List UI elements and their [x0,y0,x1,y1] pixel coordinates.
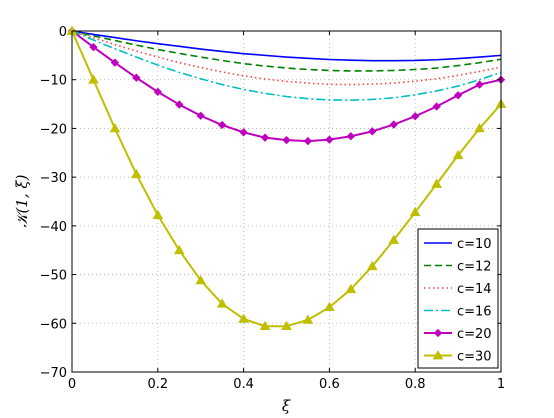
data-point-c-30 [109,123,121,133]
data-point-c-20 [368,127,377,136]
series-layer [66,25,507,331]
x-tick-label: 0.6 [319,377,340,392]
data-point-c-20 [303,136,313,146]
data-point-c-20 [110,58,120,67]
data-point-c-30 [195,275,206,285]
y-tick-label: −40 [40,220,67,235]
legend-entry-c-20: c=20 [424,327,492,342]
series-c-14 [71,30,502,86]
y-tick-label: −30 [40,171,67,186]
y-tick-label: −70 [40,366,67,381]
data-point-c-30 [324,301,335,312]
series-c-10 [71,30,502,62]
legend-marker-c-20 [433,328,443,338]
data-point-c-20 [432,102,441,111]
series-line-c-10 [71,30,502,62]
data-point-c-30 [152,209,164,219]
data-point-c-20 [89,42,98,52]
data-point-c-20 [411,112,420,121]
legend-label-c-12: c=12 [457,260,492,275]
legend-label-c-10: c=10 [457,237,492,252]
data-point-c-20 [196,111,205,120]
x-tick-label: 0 [68,377,76,392]
data-point-c-30 [259,320,271,331]
x-tick-label: 0.2 [147,377,168,392]
legend-entry-c-12: c=12 [424,260,492,275]
y-tick-label: −60 [40,317,67,332]
legend-label-c-20: c=20 [457,327,492,342]
plot-frame [71,30,502,373]
data-point-c-20 [153,87,162,97]
legend-entry-c-16: c=16 [424,305,492,320]
data-point-c-20 [346,132,356,141]
x-tick-label: 0.4 [233,377,254,392]
data-point-c-30 [173,244,185,255]
data-point-c-30 [474,123,485,133]
y-tick-label: 0 [59,25,67,40]
y-tick-label: −50 [40,269,67,284]
y-axis-label: 𝒦(1, ξ) [13,174,31,227]
data-point-c-30 [388,234,400,244]
data-point-c-30 [238,313,249,323]
legend-label-c-14: c=14 [457,282,492,297]
y-tick-label: −20 [40,122,67,137]
series-c-30 [66,25,507,331]
data-point-c-30 [281,320,292,331]
data-point-c-20 [475,80,484,89]
legend-entry-c-10: c=10 [424,237,492,252]
data-point-c-30 [431,178,442,188]
data-point-c-20 [282,135,291,145]
x-tick-label: 1 [497,377,505,392]
series-c-16 [71,30,502,101]
data-point-c-30 [88,74,99,84]
data-point-c-30 [216,298,228,308]
x-tick-label: 0.8 [405,377,426,392]
data-point-c-30 [409,206,421,217]
data-point-c-30 [302,314,314,324]
data-point-c-20 [132,73,141,82]
data-point-c-30 [345,283,357,294]
data-point-c-20 [260,133,270,142]
data-point-c-20 [239,128,248,137]
legend-entry-c-14: c=14 [424,282,492,297]
x-axis-label: ξ [282,397,291,415]
legend-label-c-16: c=16 [457,305,492,320]
data-point-c-20 [175,100,184,109]
data-point-c-20 [389,120,398,129]
series-c-20 [67,26,506,146]
legend-entry-c-30: c=30 [424,350,492,365]
data-point-c-20 [217,120,227,130]
legend-label-c-30: c=30 [457,350,492,365]
legend-box [417,228,499,369]
y-tick-label: −10 [40,74,67,89]
data-point-c-30 [131,168,142,179]
data-point-c-30 [452,149,464,160]
data-point-c-30 [367,260,378,271]
ticks: 0 0.2 0.4 0.6 0.8 1 0 −10 −20 −30 −40 −50 −60 −70 [40,25,506,392]
data-point-c-20 [325,135,334,144]
series-line-c-16 [71,30,502,101]
legend: c=10 c=12 c=14 c=16 c=20 c=30 [417,228,499,369]
series-line-c-14 [71,30,502,86]
data-point-c-20 [453,91,463,100]
legend-marker-c-30 [432,350,444,360]
